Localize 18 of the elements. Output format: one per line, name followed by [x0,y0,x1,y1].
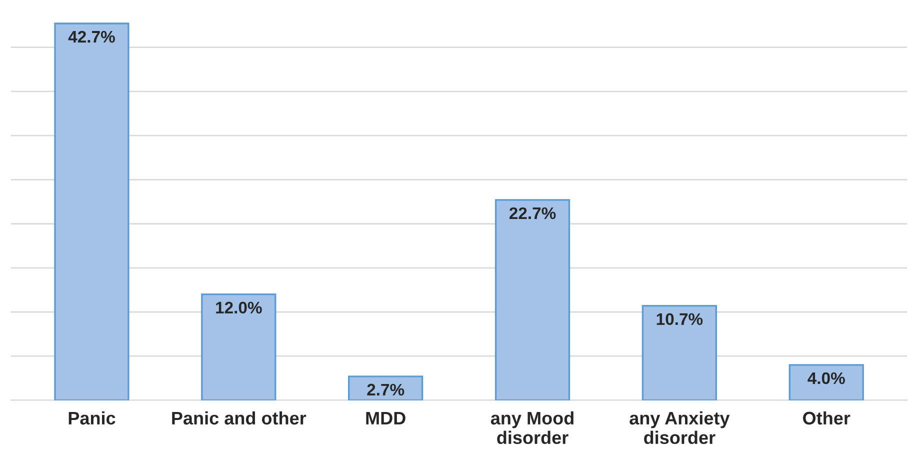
data-label: 2.7% [367,384,404,396]
x-tick-label: Panic [68,411,116,425]
data-label: 4.0% [808,372,845,384]
bar [201,294,276,400]
x-tick-label: any Anxiety disorder [630,411,730,444]
x-tick-label: any Mood disorder [490,411,574,444]
x-tick-label: Other [803,411,850,425]
x-tick-label: MDD [366,412,406,424]
data-label: 42.7% [68,30,115,43]
bar [494,199,570,400]
bar [348,376,424,400]
bar [54,22,130,400]
bar [788,364,864,400]
x-tick-label: Panic and other [172,411,306,425]
data-label: 22.7% [509,207,556,220]
data-label: 10.7% [656,313,703,326]
bar [642,304,718,400]
data-label: 12.0% [216,302,262,314]
